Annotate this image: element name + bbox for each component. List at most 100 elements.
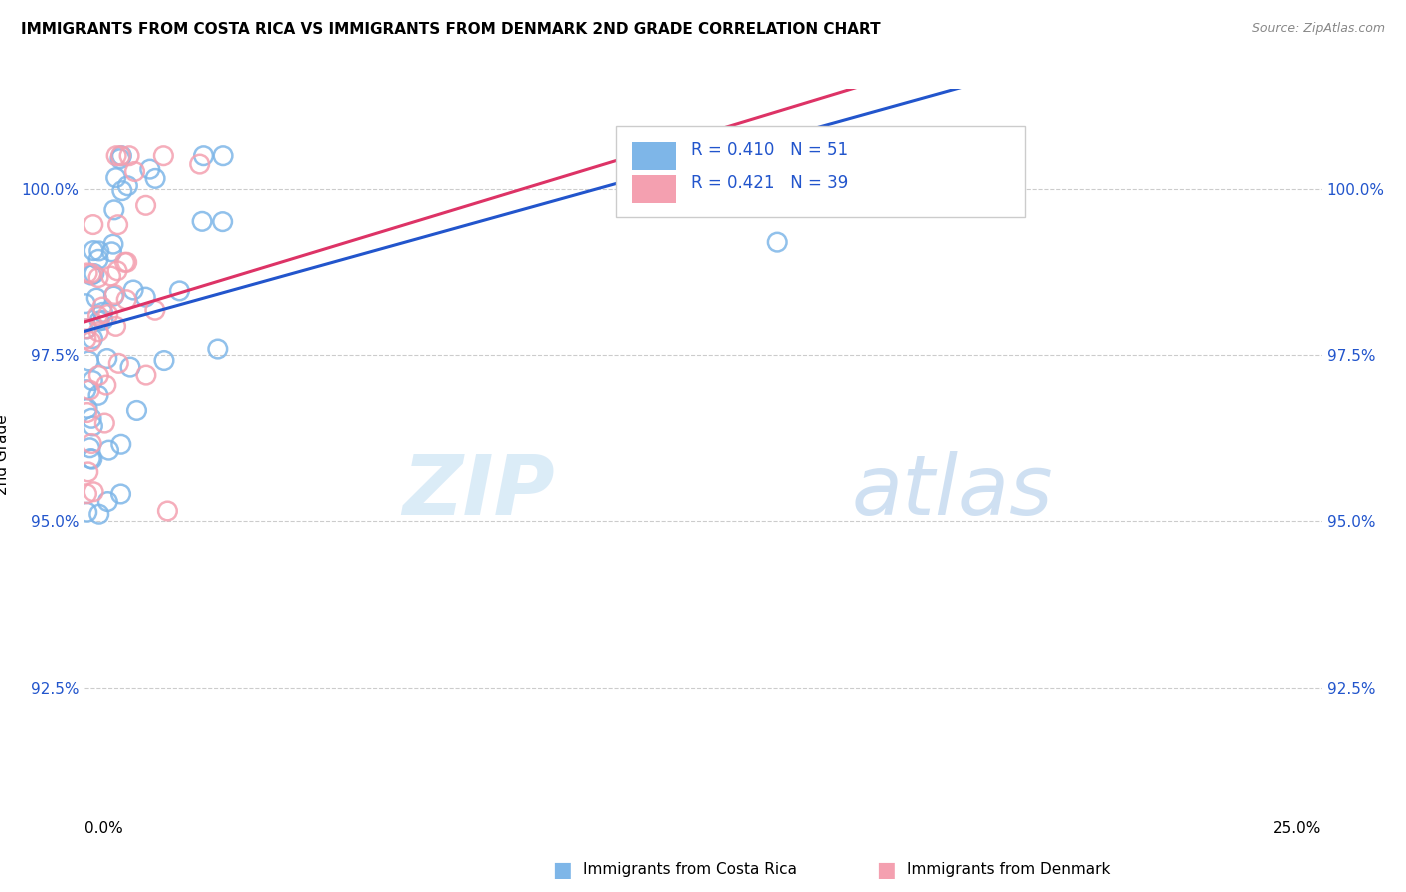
Point (76, 405, 98, 419)
Point (143, 171, 166, 186)
Point (107, 356, 129, 370)
Point (153, 353, 176, 368)
Point (135, 368, 157, 383)
Point (80, 268, 103, 282)
FancyBboxPatch shape (616, 126, 1025, 218)
Point (82, 484, 104, 499)
Point (101, 237, 124, 252)
Text: 0.0%: 0.0% (84, 821, 124, 836)
Point (97, 443, 120, 458)
Point (76, 322, 98, 336)
Point (79, 383, 101, 397)
FancyBboxPatch shape (633, 175, 676, 202)
Point (93, 416, 115, 430)
Text: Immigrants from Denmark: Immigrants from Denmark (907, 863, 1111, 877)
Point (89, 314, 111, 328)
Point (114, 255, 136, 269)
Point (212, 149, 235, 163)
Point (118, 360, 141, 375)
Point (83, 267, 105, 281)
Text: R = 0.421   N = 39: R = 0.421 N = 39 (690, 174, 848, 192)
Point (152, 149, 174, 163)
Point (87, 252, 110, 267)
Point (76, 401, 98, 416)
Point (75, 383, 97, 397)
Point (108, 152, 131, 166)
Point (105, 149, 128, 163)
FancyBboxPatch shape (633, 142, 676, 169)
Point (84, 291, 107, 305)
Point (87, 270, 110, 285)
Point (79, 334, 101, 349)
Point (115, 255, 138, 269)
Point (207, 342, 229, 356)
Point (124, 164, 146, 178)
Point (79, 441, 101, 455)
Point (100, 268, 122, 283)
Point (80, 411, 103, 425)
Point (103, 202, 125, 217)
Point (82, 374, 104, 388)
Point (110, 149, 132, 163)
Point (143, 303, 166, 318)
Point (139, 162, 162, 177)
Point (82, 218, 104, 232)
Y-axis label: 2nd Grade: 2nd Grade (0, 415, 10, 495)
Point (87, 244, 110, 258)
Point (76, 266, 98, 280)
Text: IMMIGRANTS FROM COSTA RICA VS IMMIGRANTS FROM DENMARK 2ND GRADE CORRELATION CHAR: IMMIGRANTS FROM COSTA RICA VS IMMIGRANTS… (21, 22, 880, 37)
Point (111, 184, 134, 198)
Point (100, 244, 122, 259)
Point (134, 290, 156, 304)
Point (91, 313, 114, 327)
Point (766, 235, 789, 249)
Point (80, 436, 103, 450)
Point (103, 289, 125, 303)
Point (122, 283, 145, 297)
Point (75, 296, 97, 310)
Text: atlas: atlas (852, 451, 1053, 532)
Text: ■: ■ (553, 860, 572, 880)
Point (80, 266, 103, 280)
Point (97, 308, 120, 322)
Point (75, 487, 97, 501)
Point (96, 494, 118, 508)
Point (156, 504, 179, 518)
Point (87, 368, 110, 383)
Point (87, 325, 110, 339)
Point (75, 332, 97, 346)
Point (87, 388, 110, 402)
Point (110, 487, 132, 501)
Text: ■: ■ (876, 860, 896, 880)
Text: 25.0%: 25.0% (1274, 821, 1322, 836)
Point (104, 170, 127, 185)
Point (82, 244, 104, 258)
Text: ZIP: ZIP (402, 451, 554, 532)
Point (79, 451, 101, 466)
Text: R = 0.410   N = 51: R = 0.410 N = 51 (690, 141, 848, 159)
Point (211, 214, 233, 228)
Point (115, 293, 138, 307)
Point (87, 507, 110, 521)
Point (76, 505, 98, 519)
Point (96, 351, 118, 366)
Point (125, 403, 148, 417)
Point (110, 149, 132, 163)
Point (82, 418, 104, 433)
Point (105, 264, 128, 278)
Point (118, 149, 141, 163)
Point (86, 309, 108, 323)
Point (191, 214, 214, 228)
Point (188, 157, 211, 171)
Point (107, 218, 129, 232)
Point (193, 149, 215, 163)
Point (117, 178, 139, 193)
Point (80, 452, 103, 467)
Point (91, 305, 114, 319)
Point (77, 354, 100, 368)
Text: Immigrants from Costa Rica: Immigrants from Costa Rica (583, 863, 797, 877)
Point (692, 182, 714, 196)
Point (169, 284, 191, 298)
Point (104, 319, 127, 334)
Point (82, 332, 104, 346)
